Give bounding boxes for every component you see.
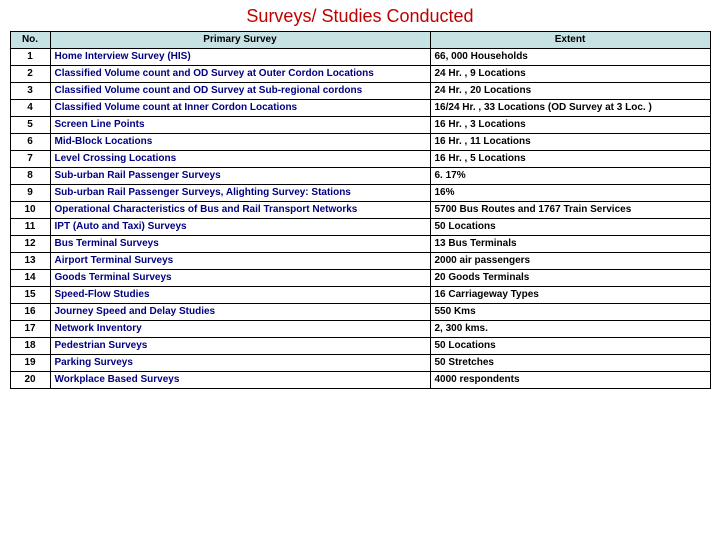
cell-survey: Home Interview Survey (HIS) (50, 49, 430, 66)
cell-survey: Sub-urban Rail Passenger Surveys (50, 168, 430, 185)
table-row: 16Journey Speed and Delay Studies550 Kms (10, 304, 710, 321)
cell-no: 3 (10, 83, 50, 100)
page-title: Surveys/ Studies Conducted (0, 6, 720, 27)
cell-no: 10 (10, 202, 50, 219)
table-row: 17Network Inventory2, 300 kms. (10, 321, 710, 338)
cell-survey: Mid-Block Locations (50, 134, 430, 151)
cell-extent: 24 Hr. , 20 Locations (430, 83, 710, 100)
cell-no: 16 (10, 304, 50, 321)
col-header-survey: Primary Survey (50, 32, 430, 49)
table-row: 1Home Interview Survey (HIS)66, 000 Hous… (10, 49, 710, 66)
cell-survey: IPT (Auto and Taxi) Surveys (50, 219, 430, 236)
table-row: 18Pedestrian Surveys50 Locations (10, 338, 710, 355)
cell-no: 1 (10, 49, 50, 66)
cell-no: 4 (10, 100, 50, 117)
cell-survey: Parking Surveys (50, 355, 430, 372)
cell-extent: 16 Carriageway Types (430, 287, 710, 304)
cell-extent: 16 Hr. , 11 Locations (430, 134, 710, 151)
cell-survey: Airport Terminal Surveys (50, 253, 430, 270)
cell-extent: 2000 air passengers (430, 253, 710, 270)
table-row: 4Classified Volume count at Inner Cordon… (10, 100, 710, 117)
table-row: 11IPT (Auto and Taxi) Surveys50 Location… (10, 219, 710, 236)
cell-survey: Classified Volume count at Inner Cordon … (50, 100, 430, 117)
cell-survey: Workplace Based Surveys (50, 372, 430, 389)
table-row: 20Workplace Based Surveys4000 respondent… (10, 372, 710, 389)
table-row: 7Level Crossing Locations16 Hr. , 5 Loca… (10, 151, 710, 168)
cell-survey: Classified Volume count and OD Survey at… (50, 66, 430, 83)
cell-survey: Network Inventory (50, 321, 430, 338)
cell-no: 12 (10, 236, 50, 253)
cell-survey: Speed-Flow Studies (50, 287, 430, 304)
cell-survey: Classified Volume count and OD Survey at… (50, 83, 430, 100)
cell-no: 17 (10, 321, 50, 338)
cell-survey: Screen Line Points (50, 117, 430, 134)
cell-extent: 50 Locations (430, 219, 710, 236)
cell-extent: 50 Stretches (430, 355, 710, 372)
cell-extent: 5700 Bus Routes and 1767 Train Services (430, 202, 710, 219)
cell-extent: 6. 17% (430, 168, 710, 185)
table-row: 6Mid-Block Locations16 Hr. , 11 Location… (10, 134, 710, 151)
cell-survey: Bus Terminal Surveys (50, 236, 430, 253)
table-row: 5Screen Line Points16 Hr. , 3 Locations (10, 117, 710, 134)
cell-no: 7 (10, 151, 50, 168)
table-row: 10Operational Characteristics of Bus and… (10, 202, 710, 219)
cell-survey: Sub-urban Rail Passenger Surveys, Alight… (50, 185, 430, 202)
cell-extent: 16 Hr. , 5 Locations (430, 151, 710, 168)
cell-no: 11 (10, 219, 50, 236)
cell-extent: 2, 300 kms. (430, 321, 710, 338)
cell-extent: 66, 000 Households (430, 49, 710, 66)
cell-no: 14 (10, 270, 50, 287)
cell-no: 13 (10, 253, 50, 270)
cell-no: 18 (10, 338, 50, 355)
cell-extent: 16% (430, 185, 710, 202)
cell-extent: 16/24 Hr. , 33 Locations (OD Survey at 3… (430, 100, 710, 117)
cell-extent: 4000 respondents (430, 372, 710, 389)
table-row: 19Parking Surveys50 Stretches (10, 355, 710, 372)
table-row: 9Sub-urban Rail Passenger Surveys, Aligh… (10, 185, 710, 202)
cell-no: 2 (10, 66, 50, 83)
cell-extent: 13 Bus Terminals (430, 236, 710, 253)
cell-no: 8 (10, 168, 50, 185)
cell-extent: 20 Goods Terminals (430, 270, 710, 287)
col-header-extent: Extent (430, 32, 710, 49)
table-row: 15Speed-Flow Studies16 Carriageway Types (10, 287, 710, 304)
cell-survey: Journey Speed and Delay Studies (50, 304, 430, 321)
cell-no: 9 (10, 185, 50, 202)
table-row: 3Classified Volume count and OD Survey a… (10, 83, 710, 100)
col-header-no: No. (10, 32, 50, 49)
survey-table: No. Primary Survey Extent 1Home Intervie… (10, 31, 711, 389)
cell-no: 5 (10, 117, 50, 134)
cell-survey: Operational Characteristics of Bus and R… (50, 202, 430, 219)
cell-survey: Pedestrian Surveys (50, 338, 430, 355)
table-row: 8Sub-urban Rail Passenger Surveys6. 17% (10, 168, 710, 185)
cell-extent: 550 Kms (430, 304, 710, 321)
cell-survey: Level Crossing Locations (50, 151, 430, 168)
cell-extent: 50 Locations (430, 338, 710, 355)
cell-no: 6 (10, 134, 50, 151)
cell-no: 19 (10, 355, 50, 372)
table-row: 14Goods Terminal Surveys20 Goods Termina… (10, 270, 710, 287)
table-header-row: No. Primary Survey Extent (10, 32, 710, 49)
table-row: 2Classified Volume count and OD Survey a… (10, 66, 710, 83)
table-row: 13Airport Terminal Surveys2000 air passe… (10, 253, 710, 270)
cell-no: 20 (10, 372, 50, 389)
cell-extent: 16 Hr. , 3 Locations (430, 117, 710, 134)
cell-extent: 24 Hr. , 9 Locations (430, 66, 710, 83)
cell-no: 15 (10, 287, 50, 304)
table-row: 12Bus Terminal Surveys13 Bus Terminals (10, 236, 710, 253)
cell-survey: Goods Terminal Surveys (50, 270, 430, 287)
